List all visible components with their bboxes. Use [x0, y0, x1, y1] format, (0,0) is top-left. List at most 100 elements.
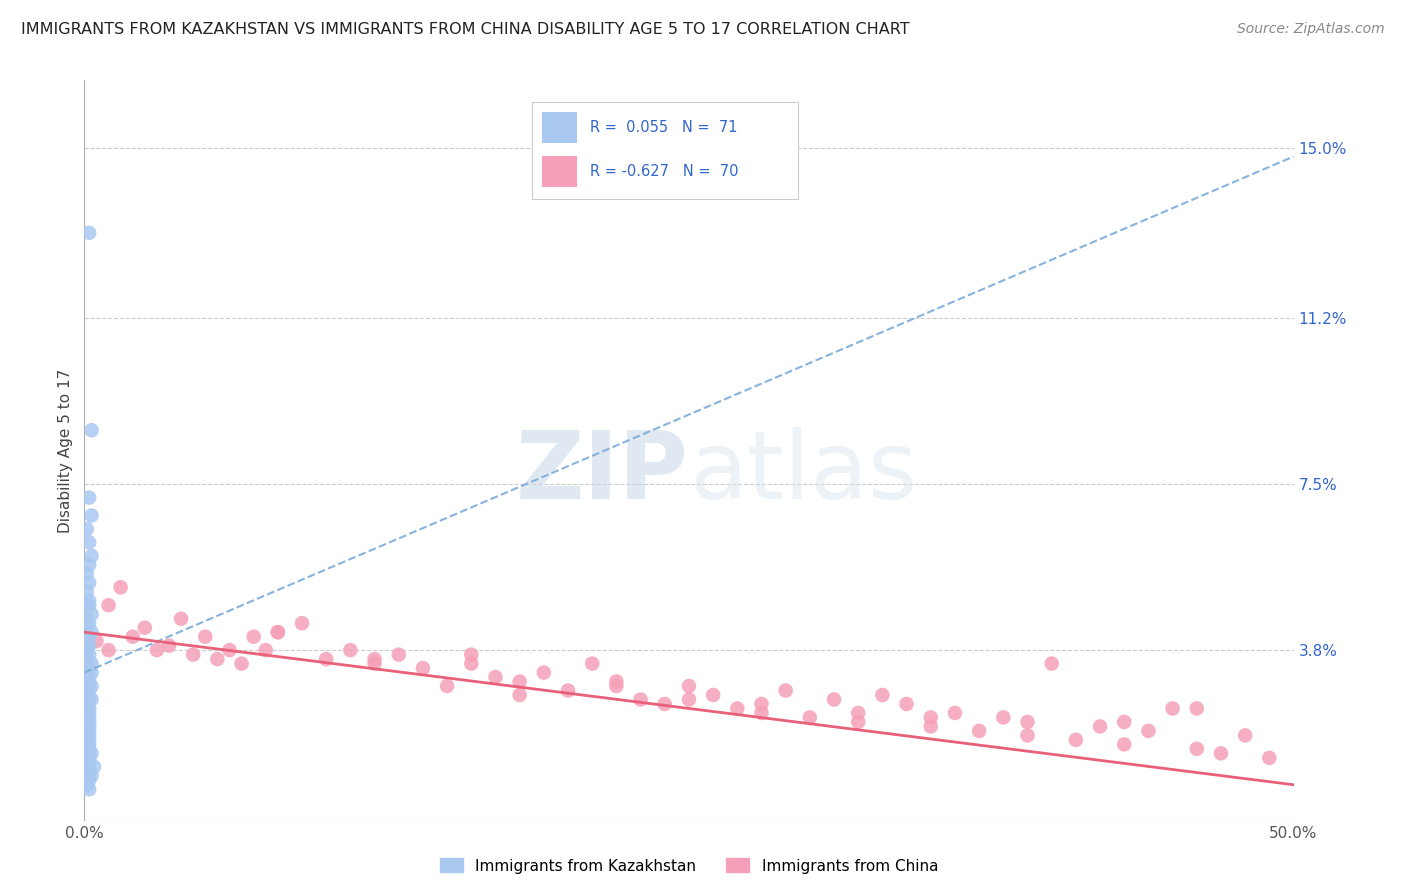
Point	[76, 706, 98, 720]
Point	[77, 491, 100, 505]
Point	[630, 692, 652, 706]
Point	[846, 706, 869, 720]
Point	[77, 670, 100, 684]
Point	[1185, 742, 1208, 756]
Point	[267, 625, 290, 640]
Point	[725, 701, 748, 715]
Point	[77, 226, 100, 240]
Point	[77, 732, 100, 747]
Point	[702, 688, 724, 702]
Point	[388, 648, 411, 662]
Point	[460, 657, 482, 671]
Point	[218, 643, 240, 657]
Point	[751, 706, 773, 720]
Point	[581, 657, 603, 671]
Point	[943, 706, 966, 720]
Point	[76, 643, 98, 657]
Point	[181, 648, 204, 662]
Point	[1185, 701, 1208, 715]
Point	[194, 630, 217, 644]
Point	[77, 630, 100, 644]
Point	[76, 584, 98, 599]
Text: IMMIGRANTS FROM KAZAKHSTAN VS IMMIGRANTS FROM CHINA DISABILITY AGE 5 TO 17 CORRE: IMMIGRANTS FROM KAZAKHSTAN VS IMMIGRANTS…	[21, 22, 910, 37]
Point	[993, 710, 1015, 724]
Point	[363, 652, 385, 666]
Point	[1161, 701, 1184, 715]
Point	[77, 575, 100, 590]
Point	[1114, 714, 1136, 729]
Point	[76, 710, 98, 724]
Point	[76, 751, 98, 765]
Point	[77, 710, 100, 724]
Point	[1137, 723, 1160, 738]
Point	[83, 760, 105, 774]
Point	[267, 625, 290, 640]
Point	[77, 773, 100, 788]
Point	[1017, 728, 1039, 742]
Point	[77, 639, 100, 653]
Text: Source: ZipAtlas.com: Source: ZipAtlas.com	[1237, 22, 1385, 37]
Point	[157, 639, 180, 653]
Point	[77, 683, 100, 698]
Point	[80, 665, 103, 680]
Point	[823, 692, 845, 706]
Point	[1040, 657, 1063, 671]
Point	[76, 764, 98, 779]
Point	[76, 732, 98, 747]
Point	[80, 423, 103, 437]
Point	[77, 751, 100, 765]
Point	[1017, 714, 1039, 729]
Point	[1114, 737, 1136, 751]
Point	[509, 688, 531, 702]
Point	[77, 723, 100, 738]
Point	[76, 634, 98, 648]
Point	[77, 692, 100, 706]
Point	[751, 697, 773, 711]
Point	[77, 742, 100, 756]
Point	[775, 683, 797, 698]
Y-axis label: Disability Age 5 to 17: Disability Age 5 to 17	[58, 368, 73, 533]
Point	[207, 652, 229, 666]
Point	[80, 747, 103, 761]
Point	[77, 535, 100, 549]
Point	[77, 594, 100, 608]
Point	[967, 723, 990, 738]
Point	[1088, 719, 1111, 733]
Point	[76, 760, 98, 774]
Point	[76, 522, 98, 536]
Point	[76, 688, 98, 702]
Point	[254, 643, 277, 657]
Point	[77, 706, 100, 720]
Point	[605, 679, 627, 693]
Point	[1258, 751, 1281, 765]
Point	[460, 648, 482, 662]
Point	[533, 665, 555, 680]
Point	[76, 742, 98, 756]
Point	[315, 652, 337, 666]
Point	[1234, 728, 1257, 742]
Point	[146, 643, 169, 657]
Point	[80, 657, 103, 671]
Point	[76, 723, 98, 738]
Text: atlas: atlas	[689, 426, 917, 518]
Legend: Immigrants from Kazakhstan, Immigrants from China: Immigrants from Kazakhstan, Immigrants f…	[433, 853, 945, 880]
Point	[97, 599, 120, 613]
Point	[86, 634, 108, 648]
Point	[80, 508, 103, 523]
Point	[76, 701, 98, 715]
Point	[509, 674, 531, 689]
Point	[80, 692, 103, 706]
Point	[80, 625, 103, 640]
Point	[896, 697, 918, 711]
Point	[76, 652, 98, 666]
Point	[291, 616, 314, 631]
Point	[76, 728, 98, 742]
Point	[242, 630, 264, 644]
Point	[134, 621, 156, 635]
Point	[76, 621, 98, 635]
Point	[363, 657, 385, 671]
Point	[412, 661, 434, 675]
Point	[77, 599, 100, 613]
Point	[76, 747, 98, 761]
Point	[77, 558, 100, 572]
